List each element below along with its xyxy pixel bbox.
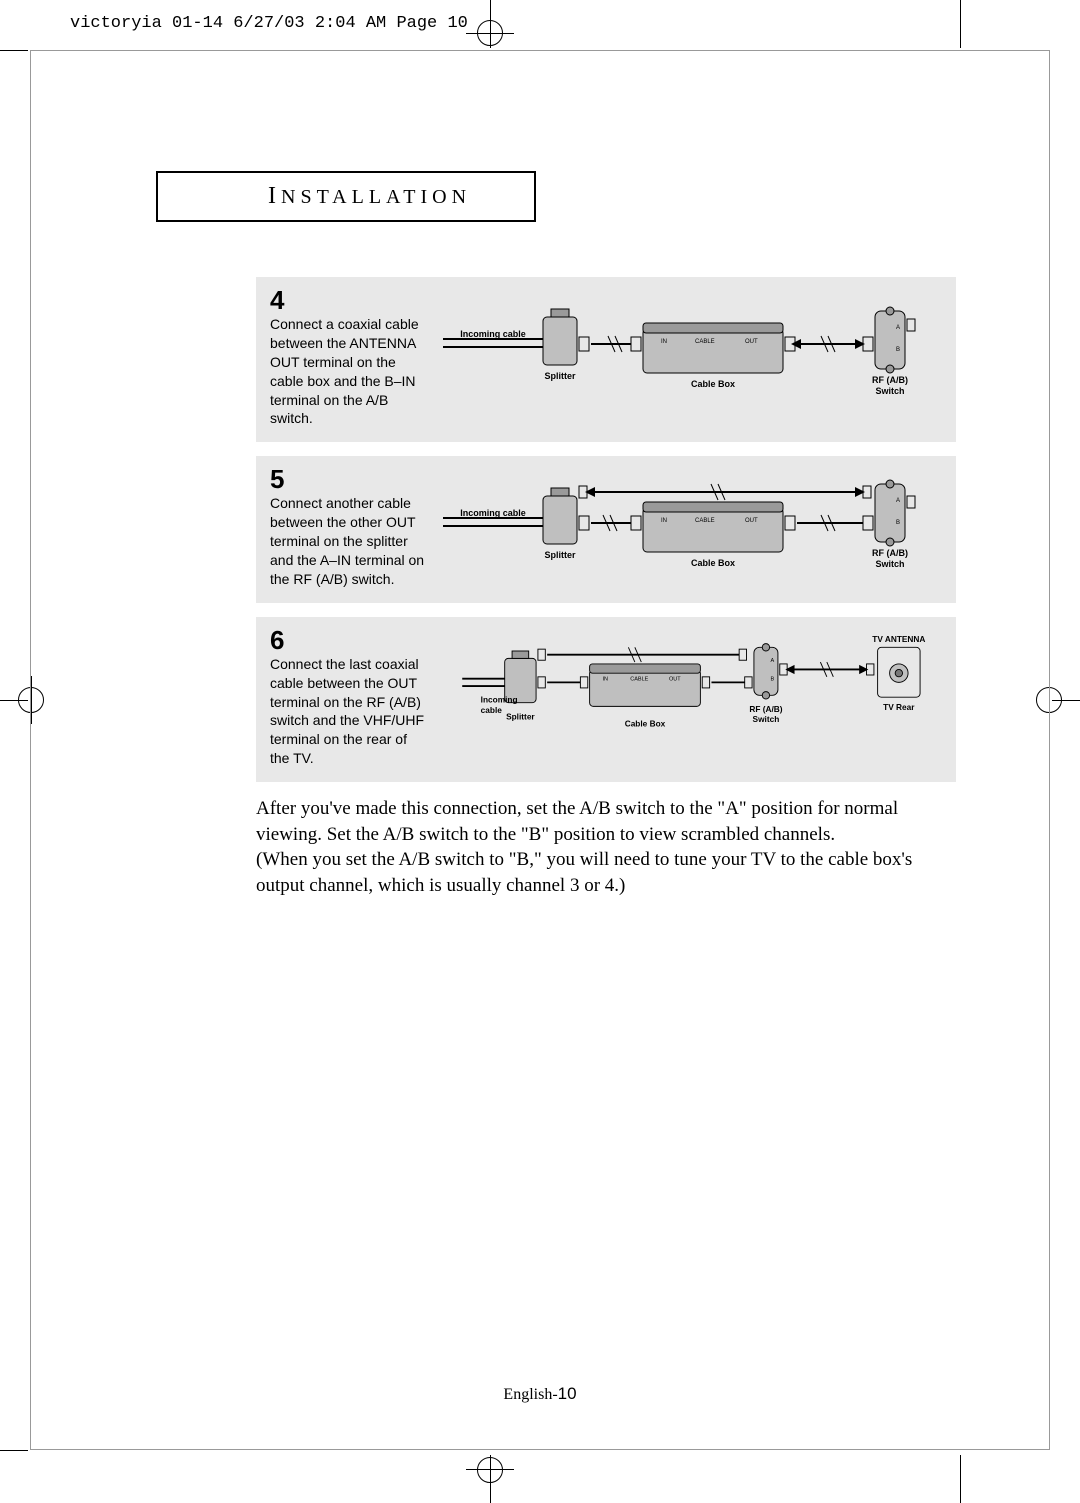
svg-text:Cable Box: Cable Box (691, 558, 735, 568)
svg-text:Switch: Switch (875, 559, 904, 569)
svg-text:Incoming cable: Incoming cable (460, 329, 526, 339)
step-6: 6 Connect the last coaxial cable between… (256, 617, 956, 782)
svg-text:IN: IN (603, 676, 609, 682)
svg-text:Splitter: Splitter (544, 550, 576, 560)
step-text: Connect another cable between the other … (270, 494, 430, 588)
svg-text:CABLE: CABLE (695, 518, 715, 524)
svg-text:cable: cable (481, 705, 503, 715)
svg-text:CABLE: CABLE (695, 339, 715, 345)
svg-text:B: B (896, 520, 900, 526)
crop-mark (960, 1455, 961, 1503)
svg-text:B: B (771, 676, 775, 682)
svg-text:RF (A/B): RF (A/B) (872, 375, 908, 385)
prepress-header: victoryia 01-14 6/27/03 2:04 AM Page 10 (70, 14, 468, 33)
svg-text:A: A (896, 498, 900, 504)
svg-text:A: A (771, 658, 775, 664)
step-6-diagram: IN CABLE OUT A B (442, 627, 944, 747)
svg-text:Cable Box: Cable Box (691, 379, 735, 389)
content-area: INSTALLATION 4 Connect a coaxial cable b… (156, 171, 986, 899)
step-5: 5 Connect another cable between the othe… (256, 456, 956, 602)
crop-mark (466, 33, 514, 34)
body-paragraph: After you've made this connection, set t… (256, 796, 956, 899)
crop-mark (0, 1450, 28, 1451)
svg-text:Cable Box: Cable Box (625, 718, 666, 728)
svg-text:RF (A/B): RF (A/B) (872, 548, 908, 558)
step-text: Connect the last coaxial cable between t… (270, 655, 430, 768)
svg-text:OUT: OUT (745, 518, 758, 524)
svg-text:IN: IN (661, 339, 667, 345)
svg-text:Incoming cable: Incoming cable (460, 508, 526, 518)
page-frame: INSTALLATION 4 Connect a coaxial cable b… (30, 50, 1050, 1450)
svg-text:Switch: Switch (753, 714, 780, 724)
step-5-diagram: IN CABLE OUT A B Incoming cable (442, 466, 944, 586)
svg-text:OUT: OUT (669, 676, 681, 682)
section-title: INSTALLATION (268, 186, 471, 208)
step-number: 5 (270, 466, 430, 492)
step-number: 6 (270, 627, 430, 653)
svg-text:Incoming: Incoming (481, 694, 518, 704)
step-number: 4 (270, 287, 430, 313)
svg-text:A: A (896, 325, 900, 331)
crop-mark (466, 1469, 514, 1470)
step-4: 4 Connect a coaxial cable between the AN… (256, 277, 956, 442)
step-4-diagram: IN CABLE OUT A B (442, 287, 944, 407)
svg-text:RF (A/B): RF (A/B) (749, 704, 782, 714)
svg-text:TV Rear: TV Rear (883, 702, 915, 712)
svg-text:Switch: Switch (875, 386, 904, 396)
svg-text:Splitter: Splitter (506, 711, 535, 721)
registration-mark (477, 1457, 503, 1483)
svg-text:IN: IN (661, 518, 667, 524)
svg-text:OUT: OUT (745, 339, 758, 345)
crop-mark (0, 50, 28, 51)
page-footer: English-10 (31, 1384, 1049, 1404)
crop-mark (960, 0, 961, 48)
step-text: Connect a coaxial cable between the ANTE… (270, 315, 430, 428)
svg-text:B: B (896, 347, 900, 353)
svg-text:Splitter: Splitter (544, 371, 576, 381)
section-title-box: INSTALLATION (156, 171, 536, 222)
svg-text:CABLE: CABLE (630, 676, 648, 682)
svg-text:TV ANTENNA: TV ANTENNA (872, 634, 925, 644)
